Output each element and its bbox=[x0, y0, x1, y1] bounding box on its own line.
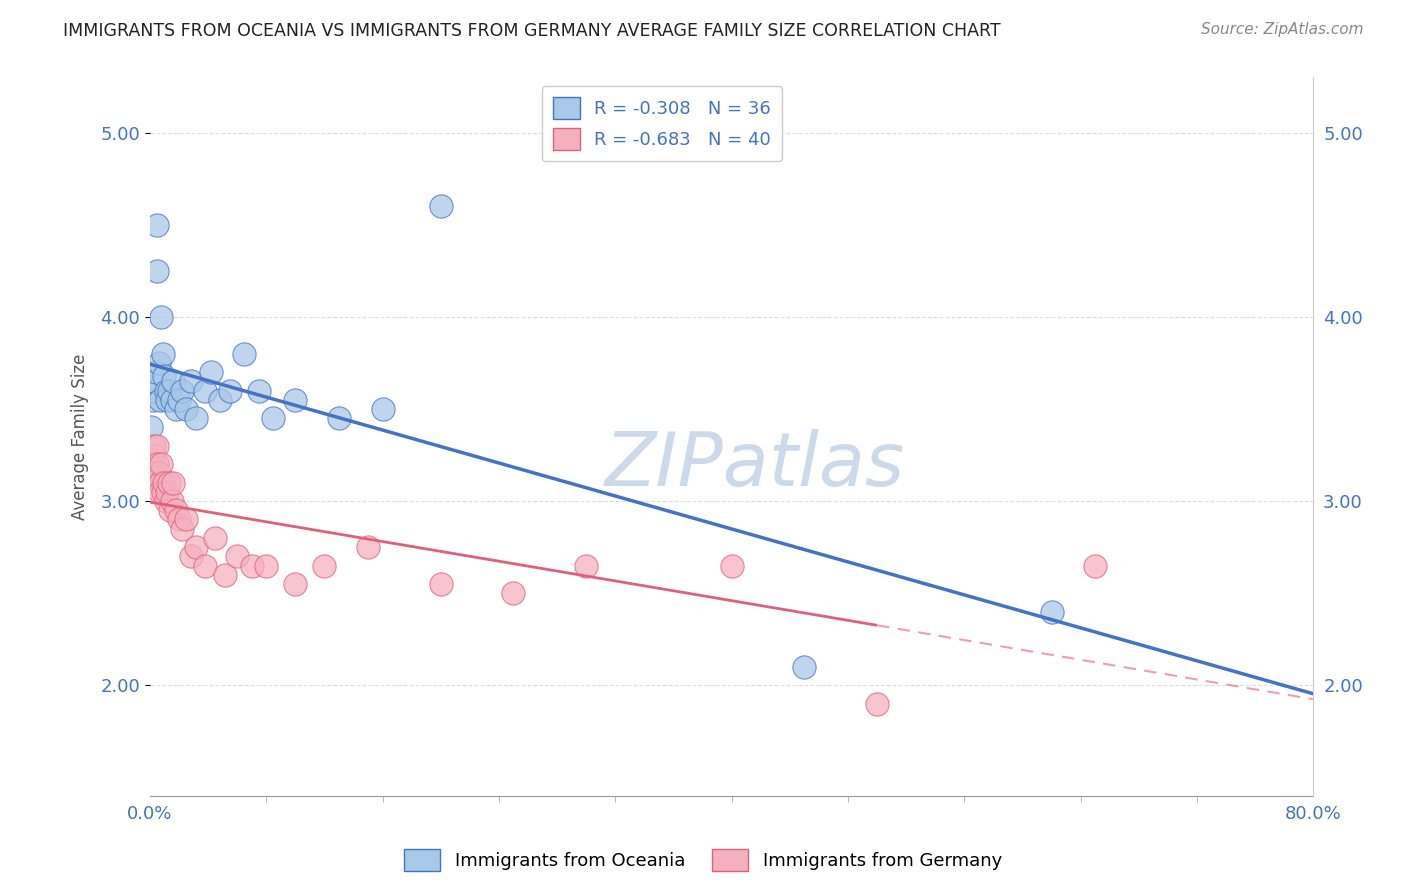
Point bbox=[314, 558, 336, 573]
Point bbox=[328, 411, 350, 425]
Point bbox=[141, 467, 163, 481]
Y-axis label: Average Family Size: Average Family Size bbox=[72, 353, 89, 520]
Legend: Immigrants from Oceania, Immigrants from Germany: Immigrants from Oceania, Immigrants from… bbox=[396, 842, 1010, 879]
Point bbox=[153, 368, 176, 383]
Text: ZIPatlas: ZIPatlas bbox=[605, 429, 905, 501]
Point bbox=[148, 356, 170, 370]
Point bbox=[155, 494, 177, 508]
Point bbox=[357, 540, 380, 554]
Point bbox=[156, 392, 179, 407]
Text: Source: ZipAtlas.com: Source: ZipAtlas.com bbox=[1201, 22, 1364, 37]
Point bbox=[165, 503, 187, 517]
Point bbox=[371, 401, 394, 416]
Point bbox=[180, 549, 202, 564]
Point bbox=[502, 586, 524, 600]
Text: IMMIGRANTS FROM OCEANIA VS IMMIGRANTS FROM GERMANY AVERAGE FAMILY SIZE CORRELATI: IMMIGRANTS FROM OCEANIA VS IMMIGRANTS FR… bbox=[63, 22, 1001, 40]
Point bbox=[247, 384, 270, 398]
Point bbox=[167, 512, 190, 526]
Point bbox=[284, 392, 307, 407]
Point bbox=[204, 531, 226, 545]
Point bbox=[148, 467, 170, 481]
Point bbox=[1040, 605, 1063, 619]
Point bbox=[174, 401, 197, 416]
Point bbox=[142, 457, 165, 471]
Point bbox=[142, 392, 165, 407]
Point bbox=[143, 375, 166, 389]
Point bbox=[142, 384, 165, 398]
Point bbox=[214, 567, 236, 582]
Point bbox=[145, 467, 167, 481]
Point bbox=[153, 475, 176, 490]
Point bbox=[152, 347, 174, 361]
Point bbox=[429, 199, 451, 213]
Point bbox=[194, 384, 217, 398]
Point bbox=[720, 558, 742, 573]
Point bbox=[162, 475, 184, 490]
Point bbox=[149, 475, 172, 490]
Point bbox=[143, 439, 166, 453]
Point bbox=[170, 384, 193, 398]
Point bbox=[170, 522, 193, 536]
Point bbox=[149, 392, 172, 407]
Point bbox=[186, 540, 208, 554]
Point bbox=[146, 457, 169, 471]
Point bbox=[146, 264, 169, 278]
Point bbox=[262, 411, 284, 425]
Point bbox=[254, 558, 277, 573]
Point bbox=[208, 392, 231, 407]
Point bbox=[793, 660, 815, 674]
Point bbox=[146, 218, 169, 232]
Point bbox=[866, 697, 889, 711]
Point bbox=[180, 375, 202, 389]
Point bbox=[284, 577, 307, 591]
Point bbox=[149, 484, 172, 499]
Point bbox=[162, 375, 184, 389]
Point bbox=[157, 384, 180, 398]
Point bbox=[226, 549, 249, 564]
Point bbox=[174, 512, 197, 526]
Point bbox=[159, 503, 181, 517]
Point bbox=[150, 457, 173, 471]
Point bbox=[146, 439, 169, 453]
Point bbox=[141, 420, 163, 434]
Point bbox=[152, 484, 174, 499]
Point bbox=[218, 384, 240, 398]
Point bbox=[160, 494, 183, 508]
Point bbox=[145, 365, 167, 379]
Point bbox=[200, 365, 222, 379]
Point bbox=[194, 558, 217, 573]
Point bbox=[157, 475, 180, 490]
Point bbox=[167, 392, 190, 407]
Legend: R = -0.308   N = 36, R = -0.683   N = 40: R = -0.308 N = 36, R = -0.683 N = 40 bbox=[541, 87, 782, 161]
Point bbox=[1084, 558, 1107, 573]
Point bbox=[155, 384, 177, 398]
Point bbox=[233, 347, 256, 361]
Point bbox=[575, 558, 598, 573]
Point bbox=[240, 558, 263, 573]
Point bbox=[156, 484, 179, 499]
Point bbox=[186, 411, 208, 425]
Point bbox=[150, 310, 173, 324]
Point bbox=[160, 392, 183, 407]
Point bbox=[429, 577, 451, 591]
Point bbox=[165, 401, 187, 416]
Point bbox=[143, 448, 166, 462]
